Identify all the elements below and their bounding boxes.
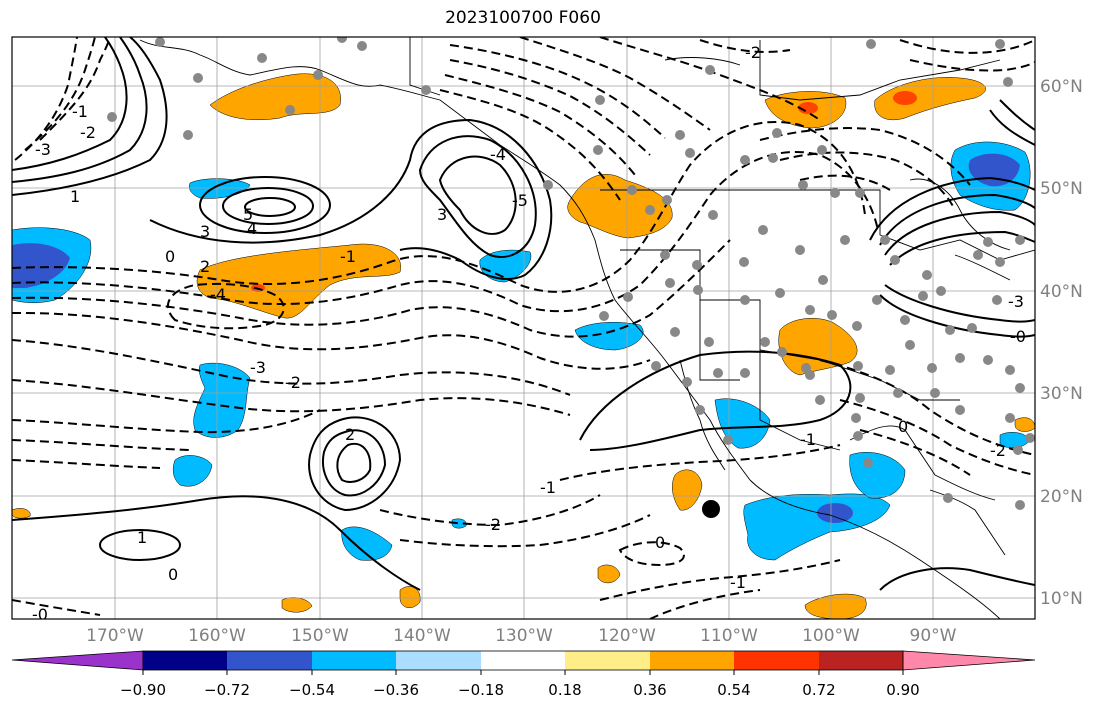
lat-label: 40°N <box>1040 282 1083 302</box>
shade-hudson-red <box>893 91 917 105</box>
colorbar-extend-high <box>902 650 1036 671</box>
lon-label: 100°W <box>802 626 860 646</box>
contour-label: -0 <box>32 605 48 624</box>
colorbar-tick-label: −0.90 <box>120 681 166 699</box>
contour-label: -4 <box>490 145 506 164</box>
lat-label: 50°N <box>1040 179 1083 199</box>
colorbar-tick-label: −0.54 <box>289 681 335 699</box>
contours-negative <box>12 37 1035 619</box>
lon-label: 110°W <box>700 626 758 646</box>
colorbar-tick-label: 0.72 <box>802 681 835 699</box>
contour-label: 2 <box>345 425 355 444</box>
colorbar-tick-label: 0.36 <box>633 681 666 699</box>
shade-west-dark-blue <box>12 243 70 288</box>
shade-hudson-orange <box>874 77 986 121</box>
contour-label: -0 <box>1010 327 1026 346</box>
colorbar-tick-label: −0.36 <box>373 681 419 699</box>
lat-axis-labels: 60°N 50°N 40°N 30°N 20°N 10°N <box>1040 77 1083 609</box>
contour-label: -3 <box>250 358 266 377</box>
colorbar-extend-low <box>11 650 144 671</box>
contour-label: -2 <box>485 515 501 534</box>
contour-label: -1 <box>800 430 816 449</box>
shade-canada-red <box>798 102 818 114</box>
colorbar-segment <box>565 651 650 670</box>
station-markers <box>107 37 1035 510</box>
shade-blue-2 <box>193 362 251 438</box>
contour-label: -3 <box>1008 292 1024 311</box>
shade-blue-3 <box>172 455 213 487</box>
contour-label: 3 <box>200 222 210 241</box>
contour-label: 0 <box>655 533 665 552</box>
lon-axis-labels: 170°W 160°W 150°W 140°W 130°W 120°W 110°… <box>86 626 957 646</box>
colorbar-segment <box>396 651 481 670</box>
contour-label: -5 <box>512 191 528 210</box>
contour-label: -3 <box>35 140 51 159</box>
shade-small-orange-2 <box>399 586 421 609</box>
colorbar-segment <box>481 651 565 670</box>
shade-small-orange-4 <box>804 593 867 619</box>
colorbar: −0.90 −0.72 −0.54 −0.36 −0.18 0.18 0.36 … <box>11 650 1036 699</box>
colorbar-segment <box>650 651 734 670</box>
contour-label: 1 <box>70 187 80 206</box>
map-title: 2023100700 F060 <box>445 8 601 28</box>
contour-label: -2 <box>80 123 96 142</box>
colorbar-segment <box>312 651 396 670</box>
lon-label: 140°W <box>393 626 451 646</box>
lat-label: 30°N <box>1040 384 1083 404</box>
contour-label: 1 <box>137 528 147 547</box>
shade-blue-4 <box>341 526 393 561</box>
contours-positive <box>12 37 1035 591</box>
shade-pacific-orange <box>196 243 402 319</box>
lat-label: 20°N <box>1040 487 1083 507</box>
lon-label: 90°W <box>910 626 957 646</box>
lat-label: 10°N <box>1040 589 1083 609</box>
shade-texas-orange <box>778 318 858 376</box>
lon-label: 130°W <box>495 626 553 646</box>
contour-label: -1 <box>340 247 356 266</box>
lon-label: 150°W <box>291 626 349 646</box>
contour-label: 0 <box>168 565 178 584</box>
lon-label: 160°W <box>188 626 246 646</box>
contour-label: -2 <box>285 373 301 392</box>
shade-small-orange-1 <box>597 564 621 584</box>
colorbar-segment <box>734 651 819 670</box>
contour-label: 4 <box>247 219 257 238</box>
contour-label: 0 <box>165 247 175 266</box>
shade-alaska <box>209 73 341 120</box>
contour-label: -1 <box>730 573 746 592</box>
colorbar-segment <box>143 651 227 670</box>
contour-label-group: 1 2 3 5 4 3 0 -1 -2 -3 -4 -5 -1 -2 -3 -4… <box>32 43 1026 624</box>
shade-blue-11 <box>451 518 467 529</box>
contour-label: -1 <box>540 478 556 497</box>
colorbar-ticks: −0.90 −0.72 −0.54 −0.36 −0.18 0.18 0.36 … <box>120 670 920 699</box>
tc-marker <box>702 500 720 518</box>
contour-label: -2 <box>745 43 761 62</box>
lon-label: 170°W <box>86 626 144 646</box>
shade-blue-8 <box>743 493 891 561</box>
colorbar-tick-label: 0.54 <box>717 681 750 699</box>
colorbar-segment <box>819 651 903 670</box>
contour-label: -1 <box>72 102 88 121</box>
contour-label: -2 <box>990 441 1006 460</box>
contour-label: 3 <box>437 205 447 224</box>
colorbar-tick-label: 0.18 <box>548 681 581 699</box>
contour-label: -4 <box>210 285 226 304</box>
colorbar-segment <box>227 651 312 670</box>
map-frame <box>11 36 1036 620</box>
colorbar-tick-label: −0.18 <box>458 681 504 699</box>
contour-label: 2 <box>200 257 210 276</box>
colorbar-tick-label: 0.90 <box>886 681 919 699</box>
colorbar-tick-label: −0.72 <box>204 681 250 699</box>
shade-blue-dark-1 <box>817 503 853 523</box>
shade-mexpac-orange <box>672 469 703 511</box>
contour-label: 5 <box>243 205 253 224</box>
lon-label: 120°W <box>598 626 656 646</box>
shade-small-orange-5 <box>12 508 31 519</box>
shade-blue-6 <box>574 322 644 351</box>
lat-label: 60°N <box>1040 77 1083 97</box>
contour-label: 0 <box>898 417 908 436</box>
map-content: 1 2 3 5 4 3 0 -1 -2 -3 -4 -5 -1 -2 -3 -4… <box>12 37 1035 624</box>
